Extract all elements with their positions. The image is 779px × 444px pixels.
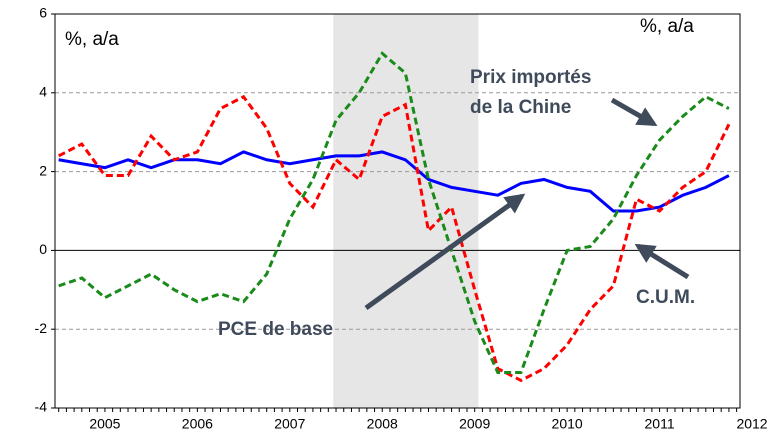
series-label: PCE de base xyxy=(218,319,333,340)
y-tick-label: 4 xyxy=(39,84,47,100)
annotation: de la Chine xyxy=(470,97,571,118)
y-tick-label: 6 xyxy=(39,5,47,21)
y-label-left: %, a/a xyxy=(65,29,119,50)
y-tick-label: -4 xyxy=(35,399,48,415)
arrow xyxy=(634,243,690,280)
x-tick-label: 2007 xyxy=(274,416,305,432)
y-tick-label: 2 xyxy=(39,162,47,178)
x-tick-label: 2012 xyxy=(736,416,767,432)
x-tick-label: 2011 xyxy=(645,416,675,432)
series-line xyxy=(58,51,730,375)
plot-frame xyxy=(54,13,741,409)
x-tick-label: 2009 xyxy=(459,416,490,432)
x-tick-label: 2010 xyxy=(552,416,583,432)
arrow xyxy=(364,193,526,311)
y-tick-label: -2 xyxy=(35,320,48,336)
annotation: Prix importés xyxy=(470,67,591,88)
series-label: C.U.M. xyxy=(636,287,695,308)
y-tick-label: 0 xyxy=(39,241,47,257)
y-label-right: %, a/a xyxy=(640,16,694,37)
x-tick-label: 2005 xyxy=(89,416,120,432)
series-group xyxy=(58,51,731,383)
x-tick-label: 2008 xyxy=(367,416,398,432)
series-line xyxy=(58,94,731,383)
arrow xyxy=(610,97,658,127)
x-tick-label: 2006 xyxy=(182,416,213,432)
recession-shade xyxy=(333,14,479,408)
